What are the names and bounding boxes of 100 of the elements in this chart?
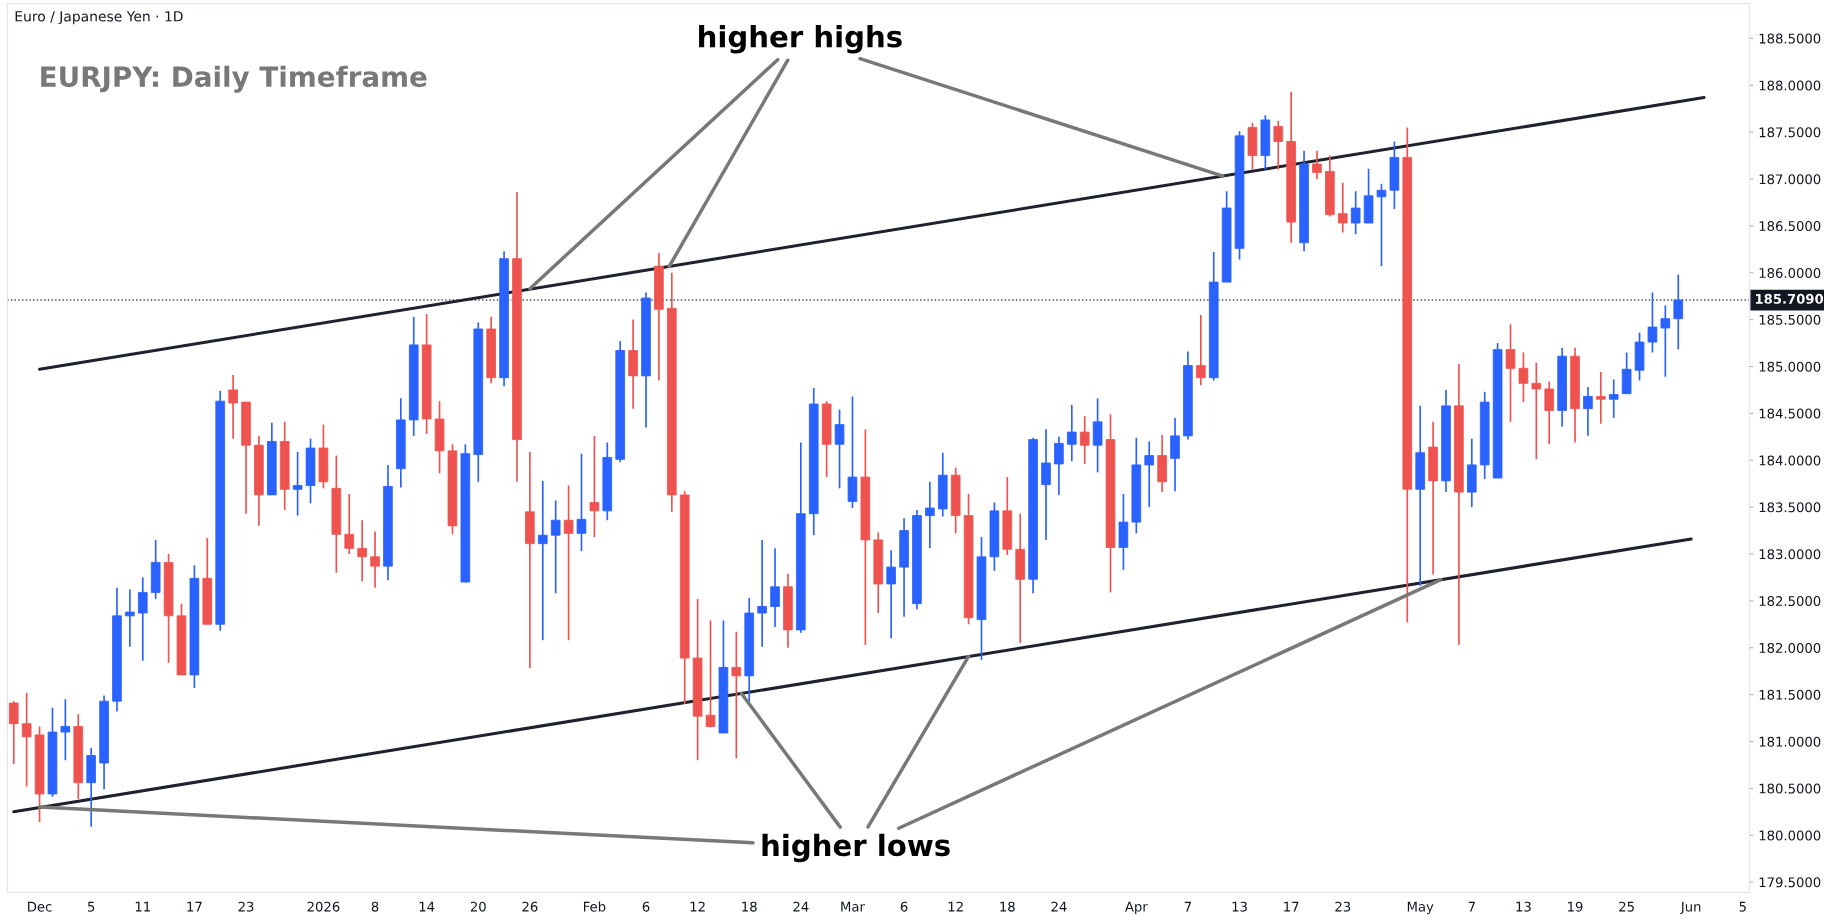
candlestick bbox=[1505, 323, 1516, 423]
candlestick bbox=[1531, 361, 1542, 461]
x-tick-label: 12 bbox=[948, 901, 963, 912]
candlestick bbox=[1596, 371, 1606, 425]
y-tick-label: 184.5000 bbox=[1759, 408, 1821, 419]
candlestick bbox=[1518, 351, 1529, 403]
x-tick-label: 14 bbox=[419, 901, 435, 912]
x-tick-label: 20 bbox=[470, 901, 486, 912]
y-tick-label: 181.0000 bbox=[1759, 736, 1821, 747]
ref-line-label: 185.7090 bbox=[1755, 293, 1824, 304]
x-tick-label: 23 bbox=[238, 901, 254, 912]
x-tick-label: Mar bbox=[841, 901, 865, 912]
x-tick-label: 26 bbox=[522, 901, 538, 912]
candlestick bbox=[370, 530, 380, 589]
y-tick-label: 180.0000 bbox=[1759, 830, 1821, 841]
y-tick-label: 188.0000 bbox=[1759, 80, 1821, 91]
text: Euro / Japanese Yen · 1D bbox=[15, 11, 183, 25]
y-tick-label: 183.5000 bbox=[1759, 502, 1821, 513]
candlestick bbox=[1054, 435, 1064, 496]
candlestick bbox=[21, 691, 32, 788]
x-tick-label: 23 bbox=[1335, 901, 1351, 912]
annotation: EURJPY: Daily Timeframe bbox=[41, 65, 427, 93]
candlestick bbox=[1092, 397, 1103, 474]
y-tick-label: 185.5000 bbox=[1759, 314, 1821, 325]
y-tick-label: 185.0000 bbox=[1759, 361, 1821, 372]
candlestick bbox=[60, 698, 71, 762]
candlestick bbox=[1312, 150, 1322, 180]
candlestick bbox=[1608, 378, 1619, 419]
x-tick-label: 12 bbox=[690, 901, 705, 912]
candlestick bbox=[550, 499, 561, 595]
y-tick-label: 180.5000 bbox=[1759, 783, 1821, 794]
candlestick bbox=[1350, 190, 1361, 236]
y-tick-label: 187.0000 bbox=[1759, 174, 1821, 185]
x-tick-label: 17 bbox=[187, 901, 202, 912]
candlestick bbox=[770, 547, 780, 628]
x-tick-label: May bbox=[1407, 901, 1434, 915]
x-tick-label: 18 bbox=[742, 901, 757, 912]
y-tick-label: 186.5000 bbox=[1759, 221, 1821, 232]
x-tick-label: 7 bbox=[1184, 901, 1191, 912]
x-tick-label: 5 bbox=[87, 901, 95, 912]
x-tick-label: Dec bbox=[28, 901, 52, 912]
candlestick bbox=[1544, 380, 1555, 446]
candlestick bbox=[589, 435, 600, 538]
candlestick bbox=[757, 539, 767, 648]
x-tick-label: Feb bbox=[584, 901, 606, 912]
y-tick-label: 179.5000 bbox=[1759, 877, 1821, 888]
x-tick-label: 24 bbox=[1051, 901, 1067, 912]
y-tick-label: 184.0000 bbox=[1759, 455, 1821, 466]
candlestick bbox=[1337, 181, 1348, 234]
annotation: higher lows bbox=[762, 833, 950, 863]
x-tick-label: 2026 bbox=[307, 901, 340, 912]
candlestick bbox=[1067, 404, 1077, 462]
x-tick-label: Jun bbox=[1680, 901, 1701, 915]
x-tick-label: 25 bbox=[1619, 901, 1634, 912]
candlestick bbox=[1673, 273, 1684, 351]
y-tick-label: 183.0000 bbox=[1759, 549, 1821, 560]
candlestick bbox=[292, 450, 303, 517]
candlestick bbox=[1583, 386, 1593, 437]
candlestick bbox=[705, 619, 716, 729]
x-tick-label: 24 bbox=[793, 901, 809, 912]
x-tick-label: 6 bbox=[900, 901, 908, 912]
candlestick bbox=[563, 484, 574, 642]
y-tick-label: 187.5000 bbox=[1759, 127, 1821, 138]
candlestick bbox=[1170, 417, 1180, 492]
candlestick bbox=[537, 480, 548, 642]
candlestick bbox=[1079, 415, 1090, 465]
candlestick bbox=[1041, 428, 1051, 541]
y-tick-label: 186.0000 bbox=[1759, 267, 1821, 278]
candlestick bbox=[886, 549, 896, 640]
y-tick-label: 181.5000 bbox=[1759, 689, 1821, 700]
candlestick bbox=[576, 452, 587, 552]
candlestick bbox=[228, 374, 238, 440]
candlestick bbox=[1196, 314, 1206, 387]
x-tick-label: 6 bbox=[642, 901, 650, 912]
candlestick bbox=[1273, 120, 1284, 171]
y-tick-label: 188.5000 bbox=[1759, 33, 1821, 44]
annotation: higher highs bbox=[699, 25, 902, 54]
candlestick bbox=[1376, 182, 1387, 268]
candlestick bbox=[925, 480, 935, 550]
candlestick bbox=[137, 576, 148, 662]
x-tick-label: 13 bbox=[1232, 901, 1247, 912]
x-tick-label: 8 bbox=[371, 901, 379, 912]
x-tick-label: Apr bbox=[1125, 901, 1148, 915]
y-tick-label: 182.0000 bbox=[1759, 642, 1821, 653]
candlestick bbox=[357, 519, 367, 582]
x-tick-label: 17 bbox=[1284, 901, 1299, 912]
candlestick bbox=[1660, 304, 1671, 378]
x-tick-label: 13 bbox=[1516, 901, 1531, 912]
x-tick-label: 11 bbox=[135, 901, 150, 912]
x-tick-label: 19 bbox=[1568, 901, 1583, 912]
candlestick bbox=[1647, 291, 1658, 354]
candlestick bbox=[125, 588, 135, 648]
x-tick-label: 5 bbox=[1739, 901, 1746, 912]
candlestick bbox=[1144, 440, 1155, 508]
y-tick-label: 182.5000 bbox=[1759, 596, 1821, 607]
candlestick bbox=[344, 493, 355, 555]
x-tick-label: 7 bbox=[1468, 901, 1475, 912]
candlestick bbox=[834, 408, 845, 490]
x-tick-label: 18 bbox=[1000, 901, 1015, 912]
candlestick bbox=[8, 700, 19, 765]
